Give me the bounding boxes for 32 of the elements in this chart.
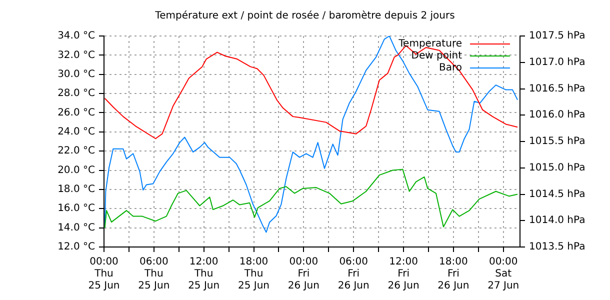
x-tick-label: 12:00 Thu 25 Jun [188,256,220,292]
y2-tick-label: 1014.5 hPa [529,188,586,200]
y2-tick-label: 1016.5 hPa [529,83,586,94]
y2-tick-label: 1017.5 hPa [529,30,586,42]
y-tick-label: 14.0 °C [58,222,96,234]
y-tick-label: 28.0 °C [58,88,96,100]
y2-tick-label: 1013.5 hPa [529,242,586,253]
x-tick-label: 00:00 Sat 27 Jun [488,256,520,292]
x-tick-label: 18:00 Fri 26 Jun [438,256,470,292]
y-tick-label: 16.0 °C [58,203,96,214]
chart-title: Température ext / point de rosée / baromètre depuis 2 jours [154,10,455,22]
y-tick-label: 22.0 °C [58,146,96,157]
y-tick-label: 34.0 °C [58,30,96,42]
x-tick-label: 00:00 Fri 26 Jun [288,256,320,292]
y-tick-label: 30.0 °C [58,68,96,80]
x-tick-label: 18:00 Thu 25 Jun [238,256,270,292]
x-tick-label: 06:00 Thu 25 Jun [138,256,170,292]
y-tick-label: 12.0 °C [58,242,96,253]
y-tick-label: 24.0 °C [58,126,96,138]
y2-tick-label: 1017.0 hPa [529,56,586,68]
x-tick-label: 12:00 Fri 26 Jun [388,256,420,292]
y2-tick-label: 1014.0 hPa [529,215,586,226]
y2-tick-label: 1015.0 hPa [529,162,586,174]
y-tick-label: 18.0 °C [58,184,96,196]
y2-tick-label: 1016.0 hPa [529,110,586,121]
legend-label: Temperature [398,38,462,50]
y-tick-label: 20.0 °C [58,164,96,176]
y-tick-label: 26.0 °C [58,107,96,118]
y-tick-label: 32.0 °C [58,50,96,61]
y2-tick-label: 1015.5 hPa [529,136,586,148]
x-tick-label: 00:00 Thu 25 Jun [88,256,120,292]
x-tick-label: 06:00 Fri 26 Jun [338,256,370,292]
